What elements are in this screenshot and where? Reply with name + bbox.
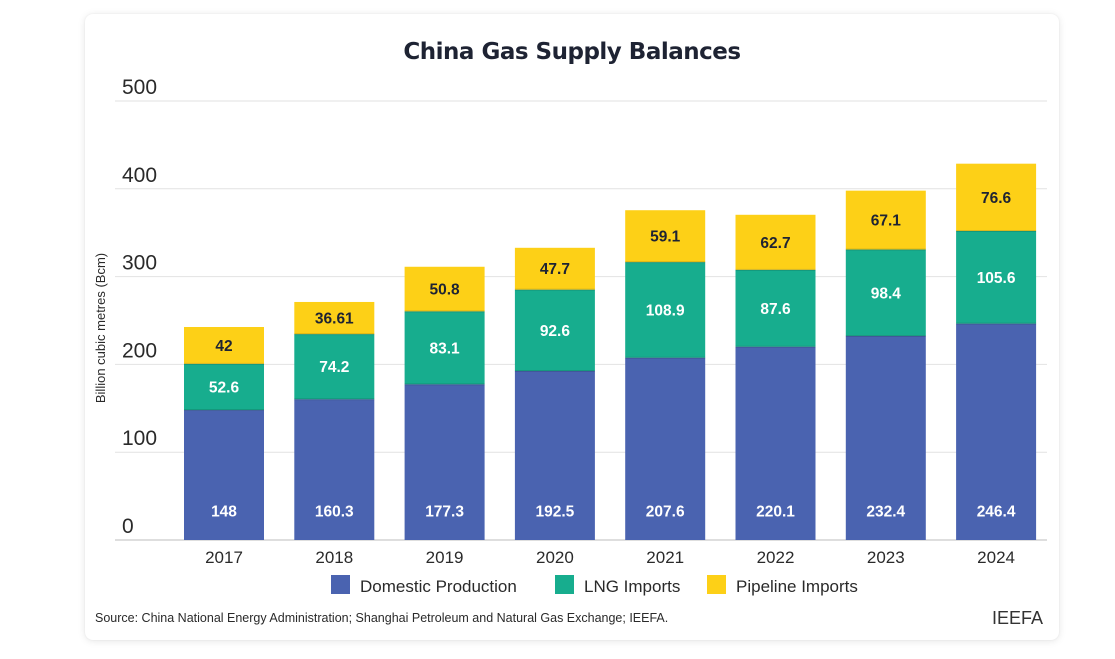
data-label: 62.7 [760,235,790,252]
bar-segment [184,410,264,540]
data-label: 67.1 [871,213,902,230]
bar-group: 148 52.6 42 [184,326,264,540]
y-tick-label: 300 [122,252,157,275]
bar-segment [294,301,375,335]
legend-label: LNG Imports [584,577,680,596]
bar-group: 177.3 83.1 50.8 [404,266,485,540]
x-tick-label: 2024 [977,548,1015,567]
x-tick-label: 2022 [757,548,795,567]
legend-swatch [555,575,574,594]
bar-segment [956,230,1037,324]
bar-segment [735,346,816,540]
legend-item: LNG Imports [555,575,680,596]
bar-segment [514,247,595,290]
data-label: 59.1 [650,229,681,246]
y-tick-label: 400 [122,164,157,187]
bar-segment [184,326,264,364]
bar-segment [404,266,485,312]
data-label: 92.6 [540,323,571,340]
source-note: Source: China National Energy Administra… [95,611,668,625]
bar-segment [845,190,926,250]
bar-segment [184,363,264,411]
bar-segment [735,214,816,270]
bar-segment [625,210,706,263]
y-axis-label: Billion cubic metres (Bcm) [93,253,108,403]
data-label: 232.4 [866,504,905,521]
data-label: 108.9 [646,302,685,319]
bar-group: 207.6 108.9 59.1 [625,210,706,540]
data-label: 246.4 [977,504,1016,521]
bar-segment [514,289,595,371]
data-label: 192.5 [536,504,575,521]
bar-group: 232.4 98.4 67.1 [845,190,926,540]
data-label: 160.3 [315,504,354,521]
data-label: 148 [211,504,237,521]
bars: 148 52.6 42 160.3 74.2 36.61 177.3 83.1 50.8 192.… [184,163,1037,540]
legend-item: Pipeline Imports [707,575,858,596]
bar-segment [956,163,1037,231]
y-tick-label: 200 [122,339,157,362]
bar-group: 160.3 74.2 36.61 [294,301,375,540]
x-axis-ticks: 2017 2018 2019 2020 2021 2022 2023 2024 [205,548,1015,567]
bar-segment [294,334,375,400]
data-label: 83.1 [430,340,461,357]
x-tick-label: 2023 [867,548,905,567]
legend-item: Domestic Production [331,575,517,596]
data-label: 98.4 [871,285,902,302]
data-label: 177.3 [425,504,464,521]
bar-segment [294,399,375,540]
legend-label: Pipeline Imports [736,577,858,596]
x-tick-label: 2018 [315,548,353,567]
chart-svg: China Gas Supply Balances 0 100 200 300 400 5… [93,39,1047,628]
bar-group: 220.1 87.6 62.7 [735,214,816,540]
bar-segment [956,323,1037,540]
data-label: 105.6 [977,270,1016,287]
x-tick-label: 2019 [426,548,464,567]
bar-group: 246.4 105.6 76.6 [956,163,1037,540]
bar-segment [845,249,926,336]
chart-title: China Gas Supply Balances [403,39,740,65]
legend-label: Domestic Production [360,577,517,596]
y-tick-label: 0 [122,515,134,538]
bar-segment [514,370,595,540]
data-label: 47.7 [540,261,570,278]
bar-group: 192.5 92.6 47.7 [514,247,595,540]
data-label: 52.6 [209,379,240,396]
data-label: 87.6 [760,301,791,318]
y-tick-label: 500 [122,76,157,99]
data-label: 207.6 [646,504,685,521]
bar-segment [625,262,706,358]
x-tick-label: 2020 [536,548,574,567]
brand-label: IEEFA [992,608,1043,628]
data-label: 42 [215,338,232,355]
bar-segment [625,357,706,540]
bar-segment [404,384,485,540]
y-tick-label: 100 [122,427,157,450]
data-label: 220.1 [756,504,795,521]
legend: Domestic Production LNG Imports Pipeline I… [331,575,858,596]
data-label: 36.61 [315,311,354,328]
bar-segment [845,335,926,540]
bar-segment [404,311,485,385]
y-axis-ticks: 0 100 200 300 400 500 [122,76,157,538]
x-tick-label: 2021 [646,548,684,567]
legend-swatch [707,575,726,594]
chart-card: China Gas Supply Balances 0 100 200 300 400 5… [85,14,1059,640]
data-label: 76.6 [981,190,1012,207]
legend-swatch [331,575,350,594]
bar-segment [735,269,816,347]
data-label: 74.2 [319,359,349,376]
x-tick-label: 2017 [205,548,243,567]
data-label: 50.8 [430,282,461,299]
